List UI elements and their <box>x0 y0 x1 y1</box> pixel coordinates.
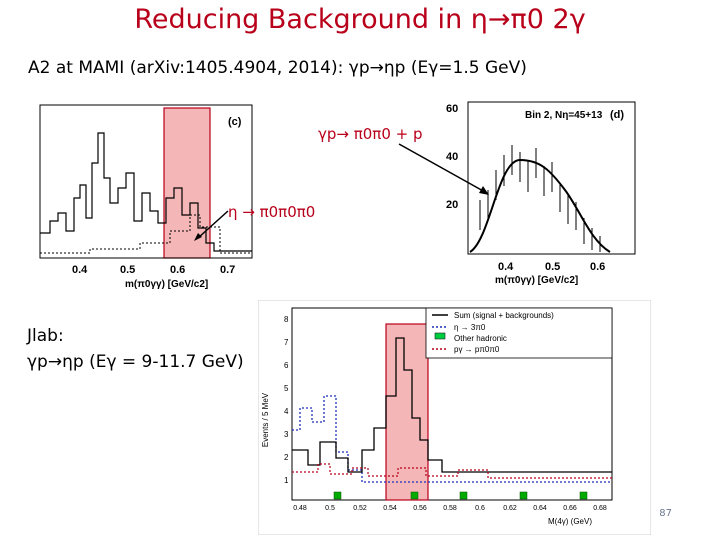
ytick-d-2: 60 <box>446 103 458 115</box>
ytick-jlab-7: 8 <box>284 315 289 324</box>
xtick-jlab-4: 0.56 <box>413 505 427 512</box>
xlabel-c: m(π0γγ) [GeV/c2] <box>125 279 208 290</box>
histogram-c <box>40 132 252 252</box>
ytick-d-0: 20 <box>446 199 458 211</box>
tick-c-3: 0.7 <box>220 264 235 276</box>
legend-other: Other hadronic <box>454 334 507 343</box>
xtick-jlab-0: 0.48 <box>293 505 307 512</box>
arrow-gp <box>398 143 489 195</box>
slide-title: Reducing Background in η→π0 2γ <box>134 4 586 35</box>
annotation-gp-pi0pi0p: γp→ π0π0 + p <box>318 125 423 143</box>
plot-jlab: Events / 5 MeV 1 2 3 4 5 6 7 8 Sum (sign… <box>258 300 651 535</box>
tick-c-1: 0.5 <box>120 264 135 276</box>
xtick-jlab-6: 0.6 <box>475 505 485 512</box>
xlabel-jlab: M(4γ) (GeV) <box>548 517 592 526</box>
xtick-jlab-2: 0.52 <box>353 505 367 512</box>
ytick-jlab-4: 5 <box>284 384 289 393</box>
page-number: 87 <box>659 508 672 519</box>
ytick-jlab-5: 6 <box>284 361 289 370</box>
xtick-jlab-8: 0.64 <box>533 505 547 512</box>
ytick-d-1: 40 <box>446 151 458 163</box>
tick-c-2: 0.6 <box>170 264 185 276</box>
legend-pgamma: pγ → pπ0π0 <box>454 345 500 354</box>
ylabel-jlab: Events / 5 MeV <box>261 392 270 447</box>
sum-histogram <box>292 337 612 473</box>
jlab-text: Jlab: γp→ηp (Eγ = 9-11.7 GeV) <box>27 323 244 375</box>
panel-label-c: (c) <box>228 116 242 128</box>
ytick-jlab-3: 4 <box>284 407 289 416</box>
signal-histogram <box>292 463 612 479</box>
ytick-jlab-1: 2 <box>284 453 289 462</box>
ytick-jlab-2: 3 <box>284 430 289 439</box>
bin-text-d: Bin 2, Nη=45+13 <box>525 110 603 121</box>
subtitle-prefix: A2 at MAMI (arXiv:1405.4904, 2014): <box>28 58 349 78</box>
xtick-jlab-10: 0.68 <box>593 505 607 512</box>
annotation-eta-3pi0: η → π0π0π0 <box>228 203 316 221</box>
xtick-jlab-1: 0.5 <box>325 505 335 512</box>
jlab-reaction: γp→ηp (Eγ = 9-11.7 GeV) <box>27 352 244 372</box>
jlab-label: Jlab: <box>27 326 64 346</box>
eta-3pi0-histogram <box>292 395 612 483</box>
xtick-d-1: 0.5 <box>545 261 560 273</box>
other-hadronic-markers <box>333 491 588 500</box>
arrow-eta <box>194 210 229 241</box>
xtick-jlab-3: 0.54 <box>383 505 397 512</box>
ytick-jlab-6: 7 <box>284 338 289 347</box>
plot-d: Bin 2, Nη=45+13 (d) 20 40 60 0.4 0.5 0.6… <box>440 100 640 285</box>
ytick-jlab-0: 1 <box>284 476 289 485</box>
xtick-jlab-5: 0.58 <box>443 505 457 512</box>
plot-c: (c) 0.4 0.5 0.6 0.7 m(π0γγ) [GeV/c2] <box>30 103 260 293</box>
xtick-d-0: 0.4 <box>498 261 514 273</box>
xlabel-d: m(π0γγ) [GeV/c2] <box>495 275 578 285</box>
xtick-jlab-9: 0.66 <box>563 505 577 512</box>
legend-eta: η → 3π0 <box>454 323 486 332</box>
highlight-band-jlab <box>385 323 429 501</box>
xtick-jlab-7: 0.62 <box>503 505 517 512</box>
panel-label-d: (d) <box>610 109 624 121</box>
tick-c-0: 0.4 <box>72 264 88 276</box>
legend-sum: Sum (signal + backgrounds) <box>454 311 554 320</box>
subtitle: A2 at MAMI (arXiv:1405.4904, 2014): γp→η… <box>28 58 527 78</box>
highlight-band-c <box>163 107 211 259</box>
xtick-d-2: 0.6 <box>590 261 605 273</box>
subtitle-reaction: γp→ηp (Eγ=1.5 GeV) <box>348 58 527 78</box>
